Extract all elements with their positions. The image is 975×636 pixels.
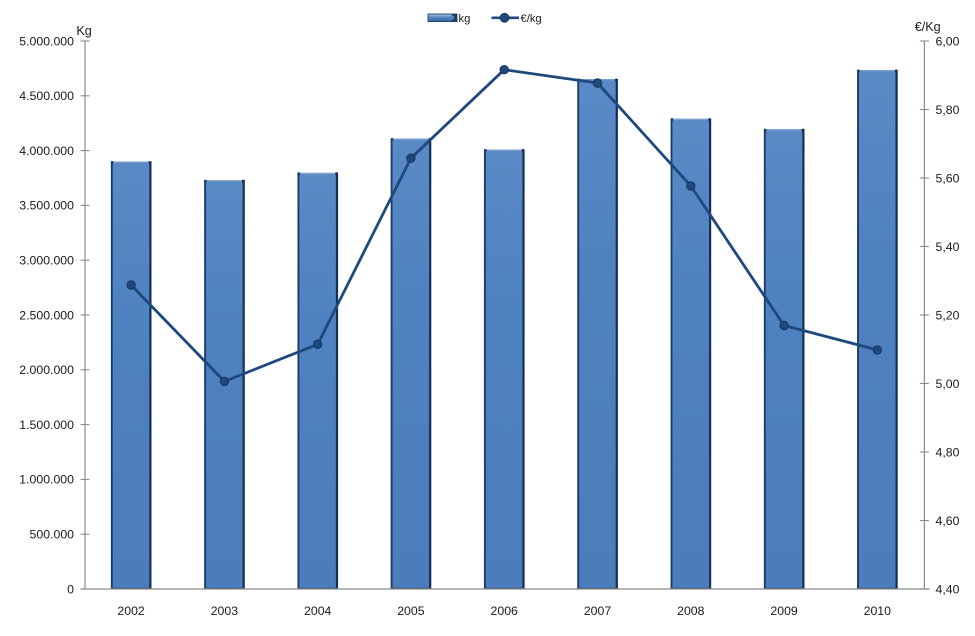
svg-text:2007: 2007 xyxy=(584,604,612,618)
svg-text:1.000.000: 1.000.000 xyxy=(19,473,74,487)
svg-text:Kg: Kg xyxy=(76,24,91,38)
svg-text:2009: 2009 xyxy=(770,604,798,618)
svg-text:3.000.000: 3.000.000 xyxy=(19,254,74,268)
svg-text:1.500.000: 1.500.000 xyxy=(19,418,74,432)
svg-text:2003: 2003 xyxy=(211,604,239,618)
svg-text:4,80: 4,80 xyxy=(936,445,960,459)
svg-text:500.000: 500.000 xyxy=(30,528,75,542)
svg-text:2005: 2005 xyxy=(397,604,425,618)
svg-text:kg: kg xyxy=(459,13,471,25)
svg-text:2.500.000: 2.500.000 xyxy=(19,308,74,322)
svg-text:4,40: 4,40 xyxy=(936,582,960,596)
svg-text:4,60: 4,60 xyxy=(936,514,960,528)
svg-text:2008: 2008 xyxy=(677,604,705,618)
svg-text:5,20: 5,20 xyxy=(936,308,960,322)
svg-text:6,00: 6,00 xyxy=(936,34,960,48)
svg-text:2.000.000: 2.000.000 xyxy=(19,363,74,377)
svg-text:5,00: 5,00 xyxy=(936,377,960,391)
svg-text:5,80: 5,80 xyxy=(936,103,960,117)
svg-text:4.500.000: 4.500.000 xyxy=(19,89,74,103)
svg-text:€/Kg: €/Kg xyxy=(915,20,941,34)
svg-text:5,60: 5,60 xyxy=(936,171,960,185)
svg-text:3.500.000: 3.500.000 xyxy=(19,199,74,213)
svg-text:5,40: 5,40 xyxy=(936,240,960,254)
svg-text:0: 0 xyxy=(67,582,74,596)
svg-text:5.000.000: 5.000.000 xyxy=(19,34,74,48)
svg-text:2010: 2010 xyxy=(864,604,892,618)
svg-text:2006: 2006 xyxy=(491,604,519,618)
svg-text:2004: 2004 xyxy=(304,604,332,618)
svg-text:2002: 2002 xyxy=(117,604,145,618)
svg-text:4.000.000: 4.000.000 xyxy=(19,144,74,158)
svg-text:€/kg: €/kg xyxy=(521,13,542,25)
